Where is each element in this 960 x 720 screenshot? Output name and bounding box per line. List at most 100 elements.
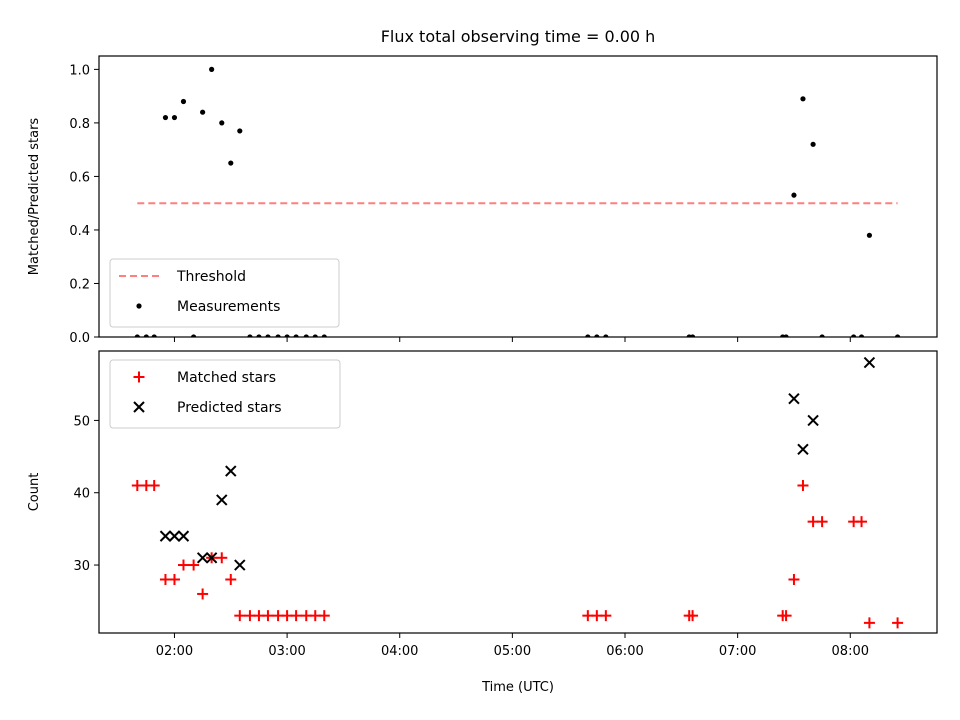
y-tick-label: 0.4 <box>69 224 90 239</box>
data-point <box>191 334 197 337</box>
data-point <box>262 610 274 622</box>
data-point <box>168 530 181 542</box>
axes-frame <box>98 350 938 634</box>
data-point <box>247 334 253 337</box>
data-point <box>216 494 228 506</box>
plot-data <box>134 66 901 337</box>
legend-label: Matched stars <box>177 370 276 386</box>
data-point <box>237 128 243 134</box>
legend-box <box>109 258 340 328</box>
data-point <box>783 334 789 337</box>
data-point <box>816 516 828 528</box>
legend: Threshold Measurements <box>109 258 340 328</box>
ratio-panel: 0.0 0.2 0.4 0.6 0.8 1.0 Matched/Predicted star… <box>27 55 938 346</box>
series-predicted-stars <box>159 356 876 571</box>
x-tick-label: 05:00 <box>494 644 531 659</box>
y-tick-label: 0.8 <box>69 117 90 132</box>
x-tick-label: 07:00 <box>719 644 756 659</box>
data-point <box>151 334 157 337</box>
data-point <box>856 516 868 528</box>
data-point <box>148 479 160 491</box>
legend-swatch <box>133 401 145 413</box>
x-tick-label: 06:00 <box>606 644 643 659</box>
data-point <box>293 334 299 337</box>
y-axis-label: Count <box>27 473 42 512</box>
data-point <box>810 141 816 147</box>
data-point <box>200 109 206 115</box>
legend-entry: Threshold <box>119 269 246 285</box>
data-point <box>600 610 612 622</box>
legend-box <box>109 359 341 429</box>
legend-label: Measurements <box>177 299 280 315</box>
y-tick-label: 0.0 <box>69 331 90 346</box>
data-point <box>188 559 200 571</box>
y-tick-label: 0.6 <box>69 170 90 185</box>
data-point <box>687 610 699 622</box>
data-point <box>689 334 696 337</box>
data-point <box>177 530 190 542</box>
data-point <box>321 334 327 337</box>
data-point <box>780 610 792 622</box>
y-tick-label: 30 <box>73 559 90 574</box>
plot-data <box>131 356 904 629</box>
data-point <box>284 334 290 337</box>
data-point <box>197 588 209 600</box>
series-measurements <box>134 66 901 337</box>
data-point <box>894 334 901 337</box>
data-point <box>800 96 806 102</box>
data-point <box>303 334 309 337</box>
data-point <box>866 232 873 238</box>
legend-entry: Predicted stars <box>133 400 282 416</box>
data-point <box>134 334 140 337</box>
y-tick-label: 0.2 <box>69 277 90 292</box>
y-axis-label: Matched/Predicted stars <box>27 118 42 276</box>
y-tick-label: 40 <box>73 487 90 502</box>
data-point <box>863 356 876 369</box>
data-point <box>168 573 180 585</box>
x-tick-label: 08:00 <box>832 644 869 659</box>
data-point <box>234 610 246 622</box>
legend-label: Predicted stars <box>177 400 282 416</box>
data-point <box>219 120 225 126</box>
data-point <box>196 552 209 564</box>
data-point <box>791 192 797 198</box>
data-point <box>603 334 609 337</box>
data-point <box>143 334 149 337</box>
data-point <box>205 552 218 564</box>
legend: Matched stars Predicted stars <box>109 359 341 429</box>
legend-entry: Matched stars <box>133 370 276 386</box>
legend-swatch <box>136 303 142 309</box>
x-axis-label: Time (UTC) <box>481 680 554 695</box>
x-tick-label: 03:00 <box>268 644 305 659</box>
data-point <box>797 479 809 491</box>
data-point <box>819 334 825 337</box>
data-point <box>228 160 234 166</box>
data-point <box>209 66 215 72</box>
data-point <box>216 552 228 564</box>
data-point <box>225 465 237 477</box>
data-point <box>851 334 857 337</box>
data-point <box>788 393 800 405</box>
data-point <box>807 414 819 427</box>
data-point <box>159 530 172 542</box>
x-tick-label: 04:00 <box>381 644 418 659</box>
y-tick-label: 1.0 <box>69 63 90 78</box>
data-point <box>256 334 262 337</box>
x-tick-label: 02:00 <box>156 644 193 659</box>
data-point <box>788 573 800 585</box>
data-point <box>585 334 591 337</box>
data-point <box>290 610 302 622</box>
data-point <box>265 334 271 337</box>
data-point <box>892 617 904 629</box>
axes-frame <box>98 55 938 338</box>
data-point <box>162 114 169 121</box>
data-point <box>797 443 809 456</box>
data-point <box>180 98 187 105</box>
data-point <box>275 334 281 337</box>
data-point <box>225 573 237 585</box>
data-point <box>318 610 330 622</box>
data-point <box>234 559 246 571</box>
data-point <box>858 334 865 337</box>
legend-label: Threshold <box>176 269 246 285</box>
